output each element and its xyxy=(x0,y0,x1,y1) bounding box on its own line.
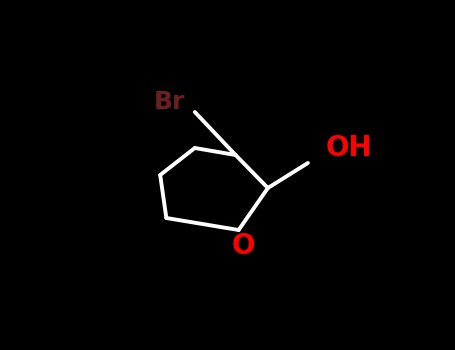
Text: Br: Br xyxy=(153,90,185,114)
Text: OH: OH xyxy=(326,134,372,162)
Text: O: O xyxy=(232,232,255,260)
